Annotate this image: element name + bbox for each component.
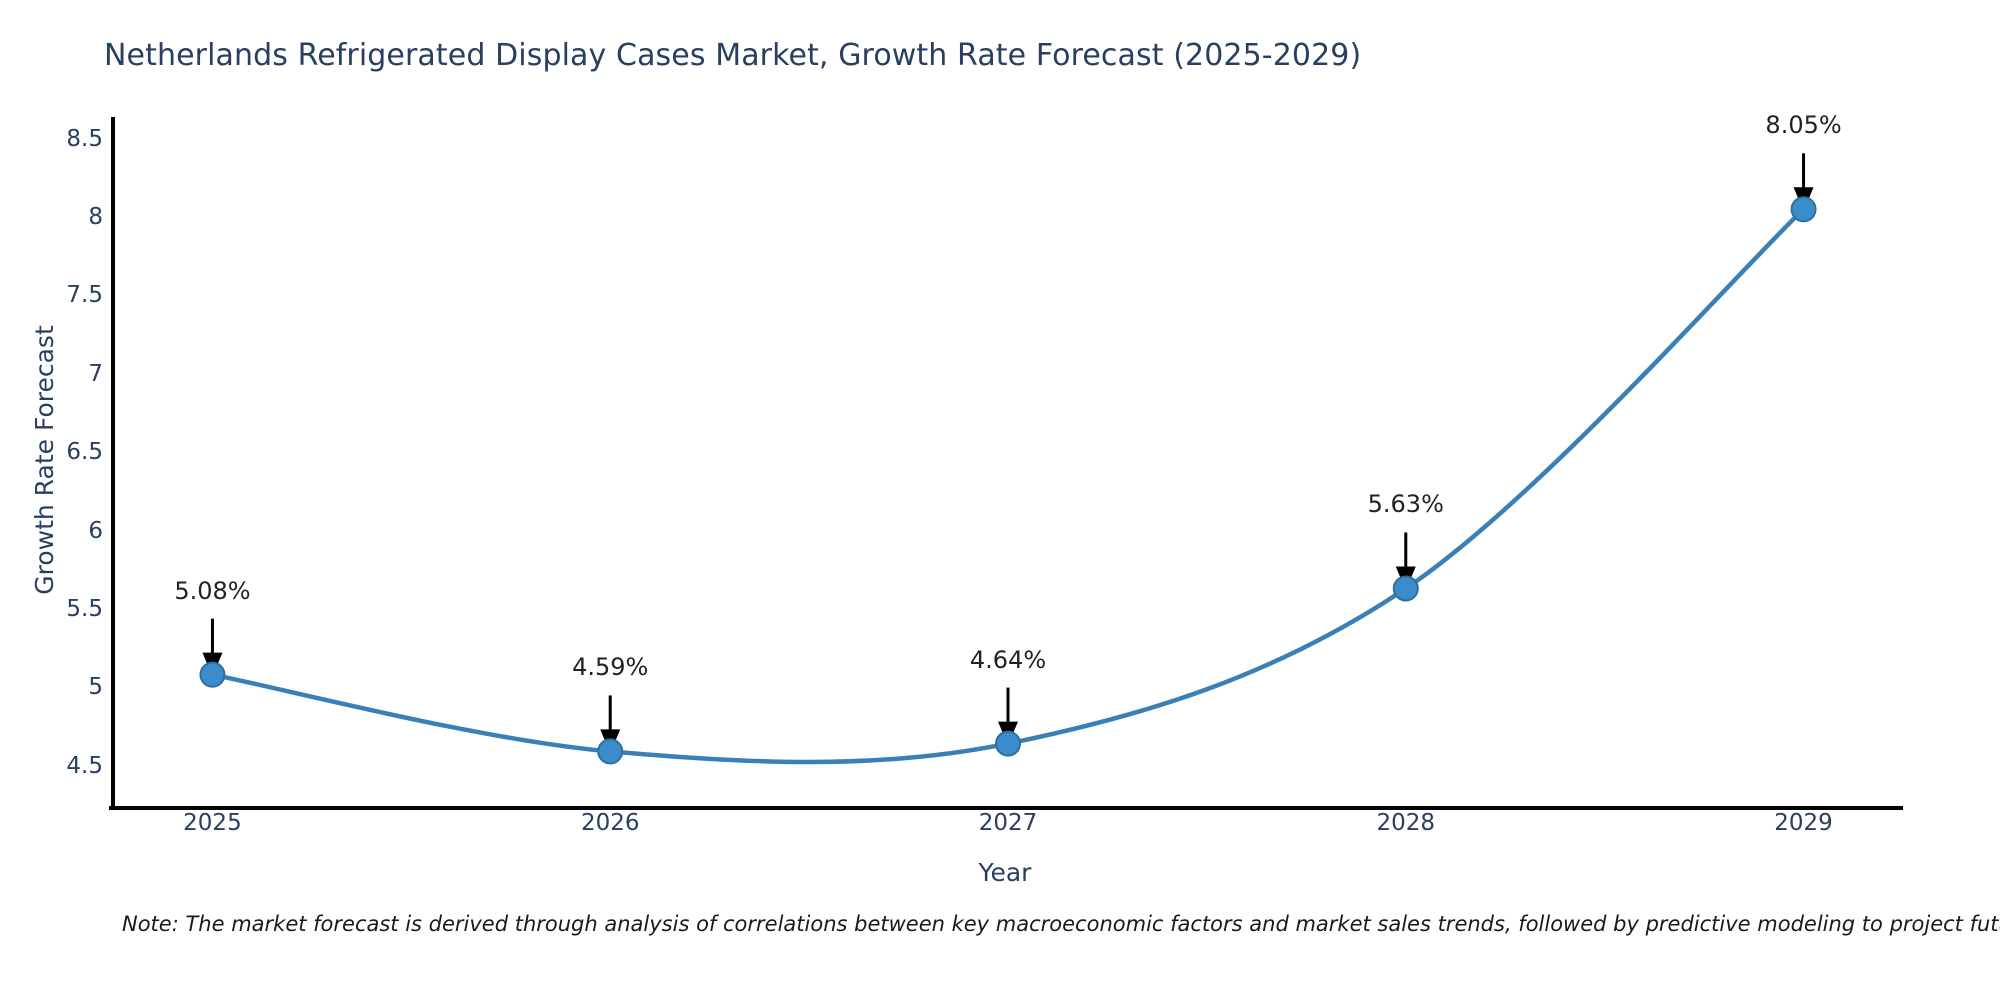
x-axis-title: Year (978, 858, 1032, 887)
data-point-annotation-label: 4.59% (572, 653, 649, 682)
y-axis-tick-labels: 8.5 8 7.5 7 6.5 6 5.5 5 4.5 (40, 120, 103, 800)
y-axis-tick-label: 8.5 (66, 125, 103, 152)
y-axis-tick-label: 7.5 (66, 282, 103, 309)
data-point-annotation-label: 5.08% (174, 576, 251, 605)
y-axis-tick-label: 5.5 (66, 595, 103, 622)
data-point-marker[interactable] (1790, 196, 1817, 223)
y-axis-tick-label: 4.5 (66, 752, 103, 779)
data-point-annotation-label: 8.05% (1765, 111, 1842, 140)
plot-area (109, 117, 1903, 810)
x-axis-tick-label: 2029 (1774, 810, 1833, 836)
x-axis-tick-label: 2027 (978, 810, 1038, 836)
x-axis-tick-label: 2028 (1376, 810, 1436, 836)
axis-lines (109, 117, 1903, 810)
data-point-annotation-label: 4.64% (969, 645, 1047, 674)
line-chart-svg (109, 117, 1903, 810)
data-line (210, 207, 1806, 765)
data-markers-group (199, 196, 1817, 765)
y-axis-tick-label: 8 (88, 204, 103, 231)
y-axis-tick-label: 7 (88, 360, 103, 387)
x-axis-tick-label: 2026 (580, 810, 640, 836)
page-title: Netherlands Refrigerated Display Cases M… (104, 38, 1362, 73)
data-point-marker[interactable] (1392, 575, 1419, 602)
y-axis-tick-label: 6.5 (66, 439, 103, 466)
x-axis-tick-label: 2025 (183, 810, 242, 836)
data-point-marker[interactable] (199, 661, 226, 688)
data-line-group (210, 207, 1806, 765)
y-axis-tick-label: 5 (88, 674, 103, 701)
data-point-marker[interactable] (597, 738, 624, 765)
data-point-marker[interactable] (995, 730, 1021, 757)
x-axis-tick-labels: 2025 2026 2027 2028 2029 (113, 810, 1903, 850)
chart-note: Note: The market forecast is derived thr… (122, 912, 2000, 936)
data-point-annotation-label: 5.63% (1367, 490, 1444, 519)
y-axis-tick-label: 6 (88, 517, 103, 544)
